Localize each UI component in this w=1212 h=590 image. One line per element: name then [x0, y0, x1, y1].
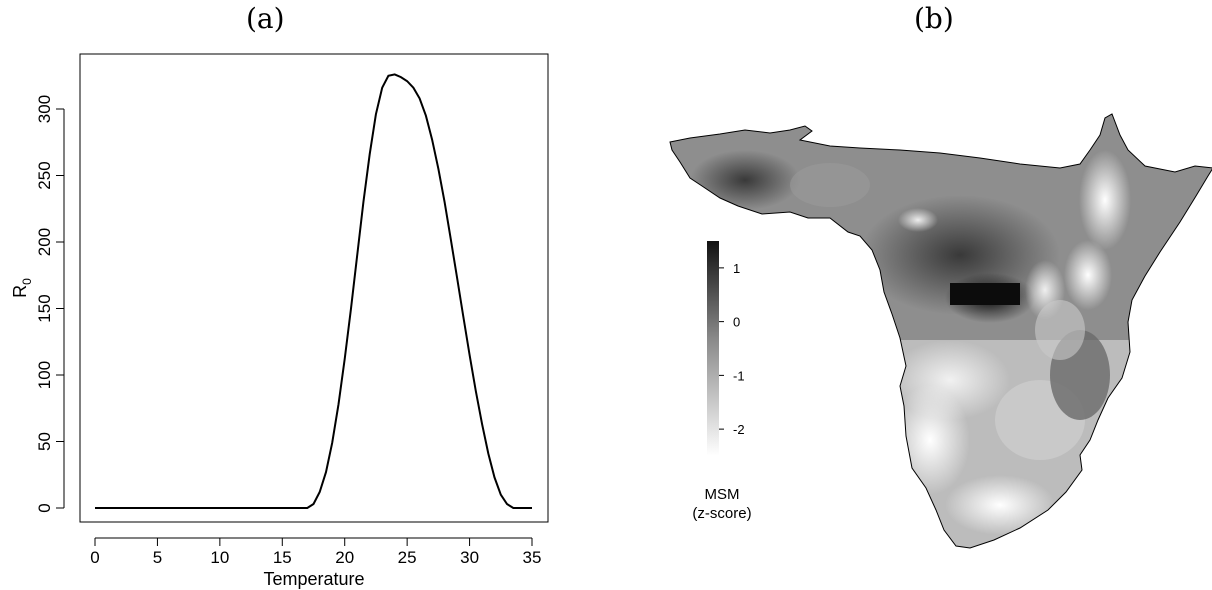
- x-tick-label: 25: [398, 548, 417, 567]
- colorbar-tick-label: -2: [733, 422, 745, 437]
- y-tick-label: 300: [35, 95, 54, 123]
- x-axis-title: Temperature: [263, 569, 364, 589]
- y-tick-label: 50: [35, 432, 54, 451]
- plot-frame: [79, 53, 549, 523]
- y-axis-title: R0: [10, 278, 34, 298]
- x-tick-label: 10: [210, 548, 229, 567]
- panel-a-chart: 0 50 100 150 200 250 300 0 5 10 15 20 25 30 35 Temper…: [10, 53, 549, 589]
- y-tick-label: 200: [35, 228, 54, 256]
- colorbar-ticks: 1 0 -1 -2: [719, 261, 745, 437]
- x-tick-label: 0: [90, 548, 99, 567]
- colorbar-tick-label: 1: [733, 261, 740, 276]
- msm-map-raster: [670, 114, 1212, 548]
- x-tick-label: 15: [273, 548, 292, 567]
- y-tick-label: 100: [35, 361, 54, 389]
- x-axis: 0 5 10 15 20 25 30 35: [90, 537, 542, 567]
- panel-b-map: 1 0 -1 -2 MSM (z-score): [669, 113, 1212, 549]
- panel-b-label: (b): [914, 2, 954, 35]
- colorbar: [707, 241, 719, 456]
- y-tick-label: 150: [35, 294, 54, 322]
- y-axis: 0 50 100 150 200 250 300: [35, 95, 65, 513]
- panel-a-label: (a): [246, 2, 285, 35]
- x-tick-label: 30: [460, 548, 479, 567]
- x-tick-label: 35: [523, 548, 542, 567]
- y-tick-label: 250: [35, 161, 54, 189]
- x-tick-label: 20: [335, 548, 354, 567]
- colorbar-title-line2: (z-score): [692, 505, 751, 522]
- y-axis-title-subscript: 0: [20, 278, 34, 285]
- y-axis-title-main: R: [10, 285, 30, 298]
- y-tick-label: 0: [35, 503, 54, 512]
- colorbar-tick-label: 0: [733, 315, 740, 330]
- colorbar-tick-label: -1: [733, 368, 745, 383]
- r0-curve-series: [95, 73, 532, 509]
- x-tick-label: 5: [153, 548, 162, 567]
- colorbar-title-line1: MSM: [705, 486, 740, 503]
